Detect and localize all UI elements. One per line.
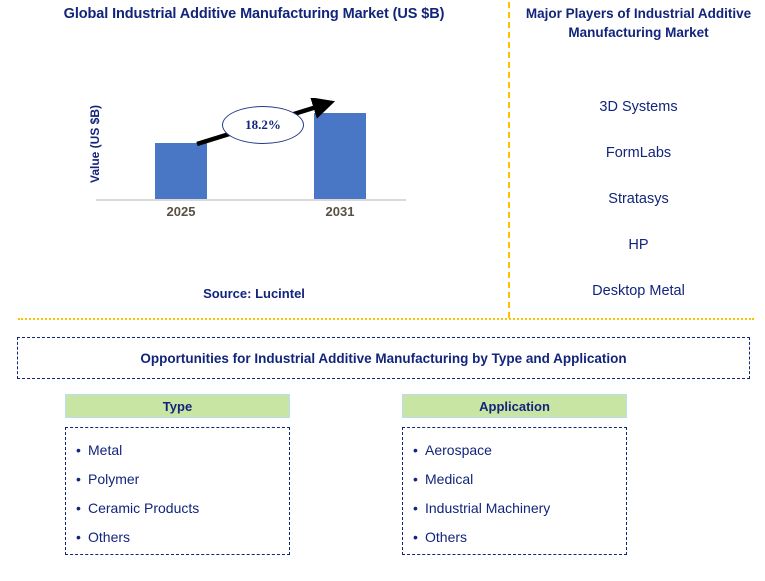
list-item: HP bbox=[628, 237, 649, 253]
chart-panel: Global Industrial Additive Manufacturing… bbox=[0, 0, 508, 318]
opportunities-title: Opportunities for Industrial Additive Ma… bbox=[140, 350, 627, 366]
application-list: • Aerospace • Medical • Industrial Machiner… bbox=[413, 436, 626, 552]
bullet-icon: • bbox=[76, 471, 81, 487]
list-item: Desktop Metal bbox=[592, 283, 685, 299]
list-item-label: Polymer bbox=[88, 471, 140, 487]
x-tick-2031: 2031 bbox=[325, 204, 355, 219]
horizontal-divider bbox=[18, 318, 754, 320]
bar-chart: Value (US $B) bbox=[88, 88, 406, 200]
x-axis-line bbox=[96, 199, 406, 201]
list-item-label: Aerospace bbox=[425, 442, 492, 458]
list-item: FormLabs bbox=[605, 145, 672, 161]
application-column-box: • Aerospace • Medical • Industrial Machiner… bbox=[402, 427, 627, 555]
list-item: Stratasys bbox=[608, 191, 669, 207]
bar-2025 bbox=[155, 143, 207, 200]
list-item-label: Industrial Machinery bbox=[425, 500, 551, 516]
type-list: • Metal • Polymer • Ceramic Products • Other… bbox=[76, 436, 289, 552]
list-item: • Metal bbox=[76, 436, 289, 465]
bullet-icon: • bbox=[76, 529, 81, 545]
bullet-icon: • bbox=[413, 442, 418, 458]
type-column-header: Type bbox=[65, 394, 290, 418]
source-label: Source: Lucintel bbox=[203, 286, 305, 301]
list-item-label: Others bbox=[425, 529, 468, 545]
list-item: • Aerospace bbox=[413, 436, 626, 465]
type-column-box: • Metal • Polymer • Ceramic Products • Other… bbox=[65, 427, 290, 555]
bullet-icon: • bbox=[413, 529, 418, 545]
type-column: Type • Metal • Polymer • Ceramic Products •… bbox=[65, 394, 290, 555]
list-item-label: Others bbox=[88, 529, 131, 545]
y-axis-label: Value (US $B) bbox=[88, 104, 102, 184]
list-item: • Ceramic Products bbox=[76, 494, 289, 523]
bar-2031 bbox=[314, 113, 366, 200]
bullet-icon: • bbox=[413, 471, 418, 487]
list-item-label: Metal bbox=[88, 442, 123, 458]
list-item: • Medical bbox=[413, 465, 626, 494]
major-players-panel: Major Players of Industrial Additive Man… bbox=[512, 0, 765, 318]
vertical-divider bbox=[508, 2, 510, 318]
cagr-bubble: 18.2% bbox=[222, 106, 304, 144]
opportunities-banner: Opportunities for Industrial Additive Ma… bbox=[17, 337, 750, 379]
bullet-icon: • bbox=[76, 442, 81, 458]
list-item-label: Medical bbox=[425, 471, 474, 487]
x-tick-2025: 2025 bbox=[166, 204, 196, 219]
list-item: 3D Systems bbox=[599, 99, 678, 115]
application-column: Application • Aerospace • Medical • Industr… bbox=[402, 394, 627, 555]
list-item: • Others bbox=[76, 523, 289, 552]
bullet-icon: • bbox=[76, 500, 81, 516]
list-item-label: Ceramic Products bbox=[88, 500, 200, 516]
list-item: • Polymer bbox=[76, 465, 289, 494]
chart-title: Global Industrial Additive Manufacturing… bbox=[63, 6, 445, 22]
major-players-heading: Major Players of Industrial Additive Man… bbox=[525, 6, 752, 40]
list-item: • Others bbox=[413, 523, 626, 552]
major-players-list: 3D Systems FormLabs Stratasys HP Desktop… bbox=[520, 84, 757, 314]
list-item: • Industrial Machinery bbox=[413, 494, 626, 523]
application-column-header: Application bbox=[402, 394, 627, 418]
bullet-icon: • bbox=[413, 500, 418, 516]
